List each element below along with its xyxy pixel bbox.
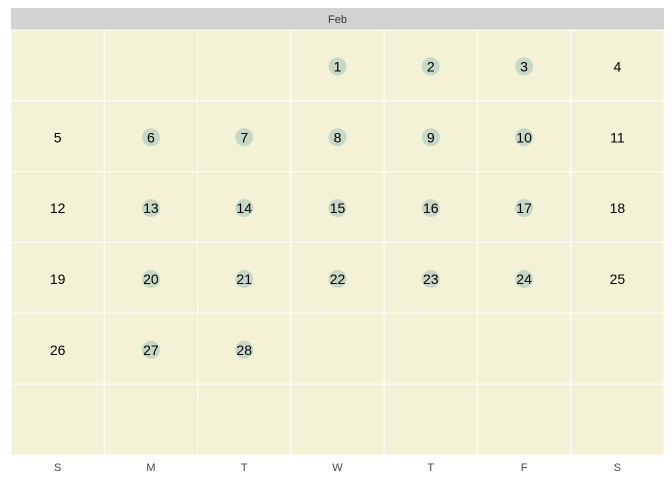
weekday-label: T [427, 462, 434, 474]
calendar-cell [197, 29, 292, 102]
day-highlight-marker [235, 199, 254, 218]
day-highlight-marker [141, 269, 160, 288]
day-highlight-marker [328, 199, 347, 218]
day-number: 4 [613, 58, 621, 74]
day-number: 17 [516, 200, 532, 216]
day-number: 19 [50, 271, 66, 287]
day-number: 15 [330, 200, 346, 216]
day-number: 28 [236, 342, 252, 358]
weekday-label: F [521, 462, 528, 474]
day-highlight-marker [141, 340, 160, 359]
month-title: Feb [328, 14, 347, 26]
day-highlight-marker [421, 199, 440, 218]
calendar-cell [476, 312, 572, 385]
calendar-cell [570, 383, 665, 456]
day-highlight-marker [421, 128, 440, 147]
day-number: 18 [610, 200, 626, 216]
day-highlight-marker [515, 128, 534, 147]
calendar-cell [10, 171, 105, 244]
weekday-label: S [614, 462, 621, 474]
day-number: 21 [236, 271, 252, 287]
day-highlight-marker [421, 269, 440, 288]
calendar-cell [290, 383, 385, 456]
day-highlight-marker [141, 128, 160, 147]
day-number: 27 [143, 342, 159, 358]
day-number: 1 [334, 58, 342, 74]
day-number: 26 [50, 342, 66, 358]
day-number: 23 [423, 271, 439, 287]
calendar-cell [103, 29, 199, 102]
day-highlight-marker [328, 57, 347, 76]
day-highlight-marker [235, 128, 254, 147]
calendar-cells [10, 29, 665, 456]
day-number: 2 [427, 58, 435, 74]
weekday-label: W [332, 462, 343, 474]
day-number: 12 [50, 200, 66, 216]
calendar-cell [290, 312, 385, 385]
day-number: 16 [423, 200, 439, 216]
calendar-cell [383, 312, 478, 385]
day-number: 20 [143, 271, 159, 287]
day-number: 13 [143, 200, 159, 216]
day-number: 25 [610, 271, 626, 287]
calendar-cell [570, 312, 665, 385]
day-highlight-marker [421, 57, 440, 76]
calendar-cell [570, 100, 665, 173]
calendar-cell [10, 383, 105, 456]
calendar-cell [476, 383, 572, 456]
day-number: 14 [236, 200, 252, 216]
day-highlight-marker [515, 269, 534, 288]
calendar-cell [197, 383, 292, 456]
day-highlight-marker [141, 199, 160, 218]
day-number: 8 [334, 129, 342, 145]
calendar-cell [10, 242, 105, 314]
calendar-cell [570, 171, 665, 244]
calendar-cell [10, 100, 105, 173]
day-number: 5 [54, 129, 62, 145]
weekday-label: S [54, 462, 61, 474]
day-highlight-marker [328, 269, 347, 288]
day-number: 9 [427, 129, 435, 145]
day-number: 24 [516, 271, 532, 287]
calendar-cell [570, 242, 665, 314]
calendar-cell [570, 29, 665, 102]
day-highlight-marker [235, 269, 254, 288]
day-highlight-marker [515, 57, 534, 76]
day-number: 7 [240, 129, 248, 145]
day-number: 10 [516, 129, 532, 145]
day-number: 11 [610, 129, 625, 145]
day-highlight-marker [515, 199, 534, 218]
month-header-bar [11, 8, 664, 30]
calendar-cell [103, 383, 199, 456]
day-highlight-marker [235, 340, 254, 359]
day-number: 3 [520, 58, 528, 74]
day-number: 6 [147, 129, 155, 145]
weekday-label: T [241, 462, 248, 474]
calendar-cell [10, 29, 105, 102]
day-number: 22 [330, 271, 346, 287]
weekday-label: M [146, 462, 155, 474]
day-highlight-marker [328, 128, 347, 147]
calendar-cell [383, 383, 478, 456]
